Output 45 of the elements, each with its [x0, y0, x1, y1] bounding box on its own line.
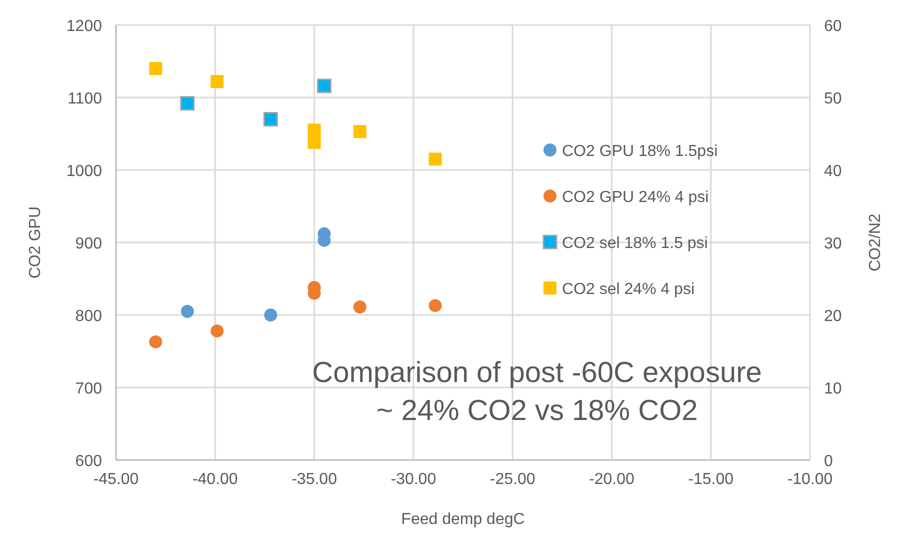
y2-tick-label: 60: [824, 18, 842, 35]
x-tick-label: -45.00: [93, 471, 139, 488]
y2-tick-label: 30: [824, 236, 842, 252]
x-tick-label: -10.00: [787, 471, 833, 488]
y2-axis-title: CO2/N2: [867, 214, 884, 272]
point: [264, 308, 278, 322]
point: [308, 124, 321, 137]
y2-tick-label: 0: [824, 453, 833, 470]
point: [353, 125, 366, 138]
x-tick-label: -40.00: [192, 471, 238, 488]
x-tick-label: -20.00: [589, 471, 634, 488]
legend-label: CO2 sel 18% 1.5 psi: [562, 235, 708, 252]
legend-label: CO2 GPU 18% 1.5psi: [562, 143, 718, 160]
legend-label: CO2 sel 24% 4 psi: [562, 281, 695, 298]
y-tick-label: 1000: [66, 163, 102, 180]
point: [428, 299, 442, 312]
x-tick-label: -30.00: [390, 471, 436, 488]
x-tick-label: -35.00: [292, 471, 338, 488]
annotation: Comparison of post -60C exposure ~ 24% CO2 vs 18% CO2: [312, 357, 762, 427]
point: [428, 152, 442, 166]
point: [180, 304, 194, 318]
y-tick-label: 1100: [68, 90, 102, 108]
x-tick-label: -25.00: [490, 471, 536, 488]
x-tick-label: -15.00: [688, 471, 734, 488]
x-axis-title: Feed demp degC: [401, 511, 525, 528]
y-tick-label: 700: [75, 380, 102, 398]
y2-tick-label: 40: [824, 163, 842, 180]
point: [210, 75, 224, 88]
point: [149, 335, 162, 348]
y2-tick-label: 20: [824, 308, 842, 325]
point: [263, 112, 278, 126]
y-tick-label: 600: [75, 453, 102, 470]
y-axis-title: CO2 GPU: [27, 206, 44, 279]
y-tick-label: 900: [75, 236, 102, 252]
point: [180, 96, 195, 111]
point: [210, 324, 224, 338]
y2-tick-label: 50: [824, 90, 842, 108]
point: [353, 300, 366, 314]
point: [316, 78, 332, 94]
y-tick-label: 800: [75, 308, 102, 325]
point: [308, 136, 321, 149]
y-tick-label: 1200: [66, 18, 102, 35]
legend-label: CO2 GPU 24% 4 psi: [562, 189, 709, 206]
y2-tick-label: 10: [824, 380, 842, 398]
point: [149, 62, 162, 75]
